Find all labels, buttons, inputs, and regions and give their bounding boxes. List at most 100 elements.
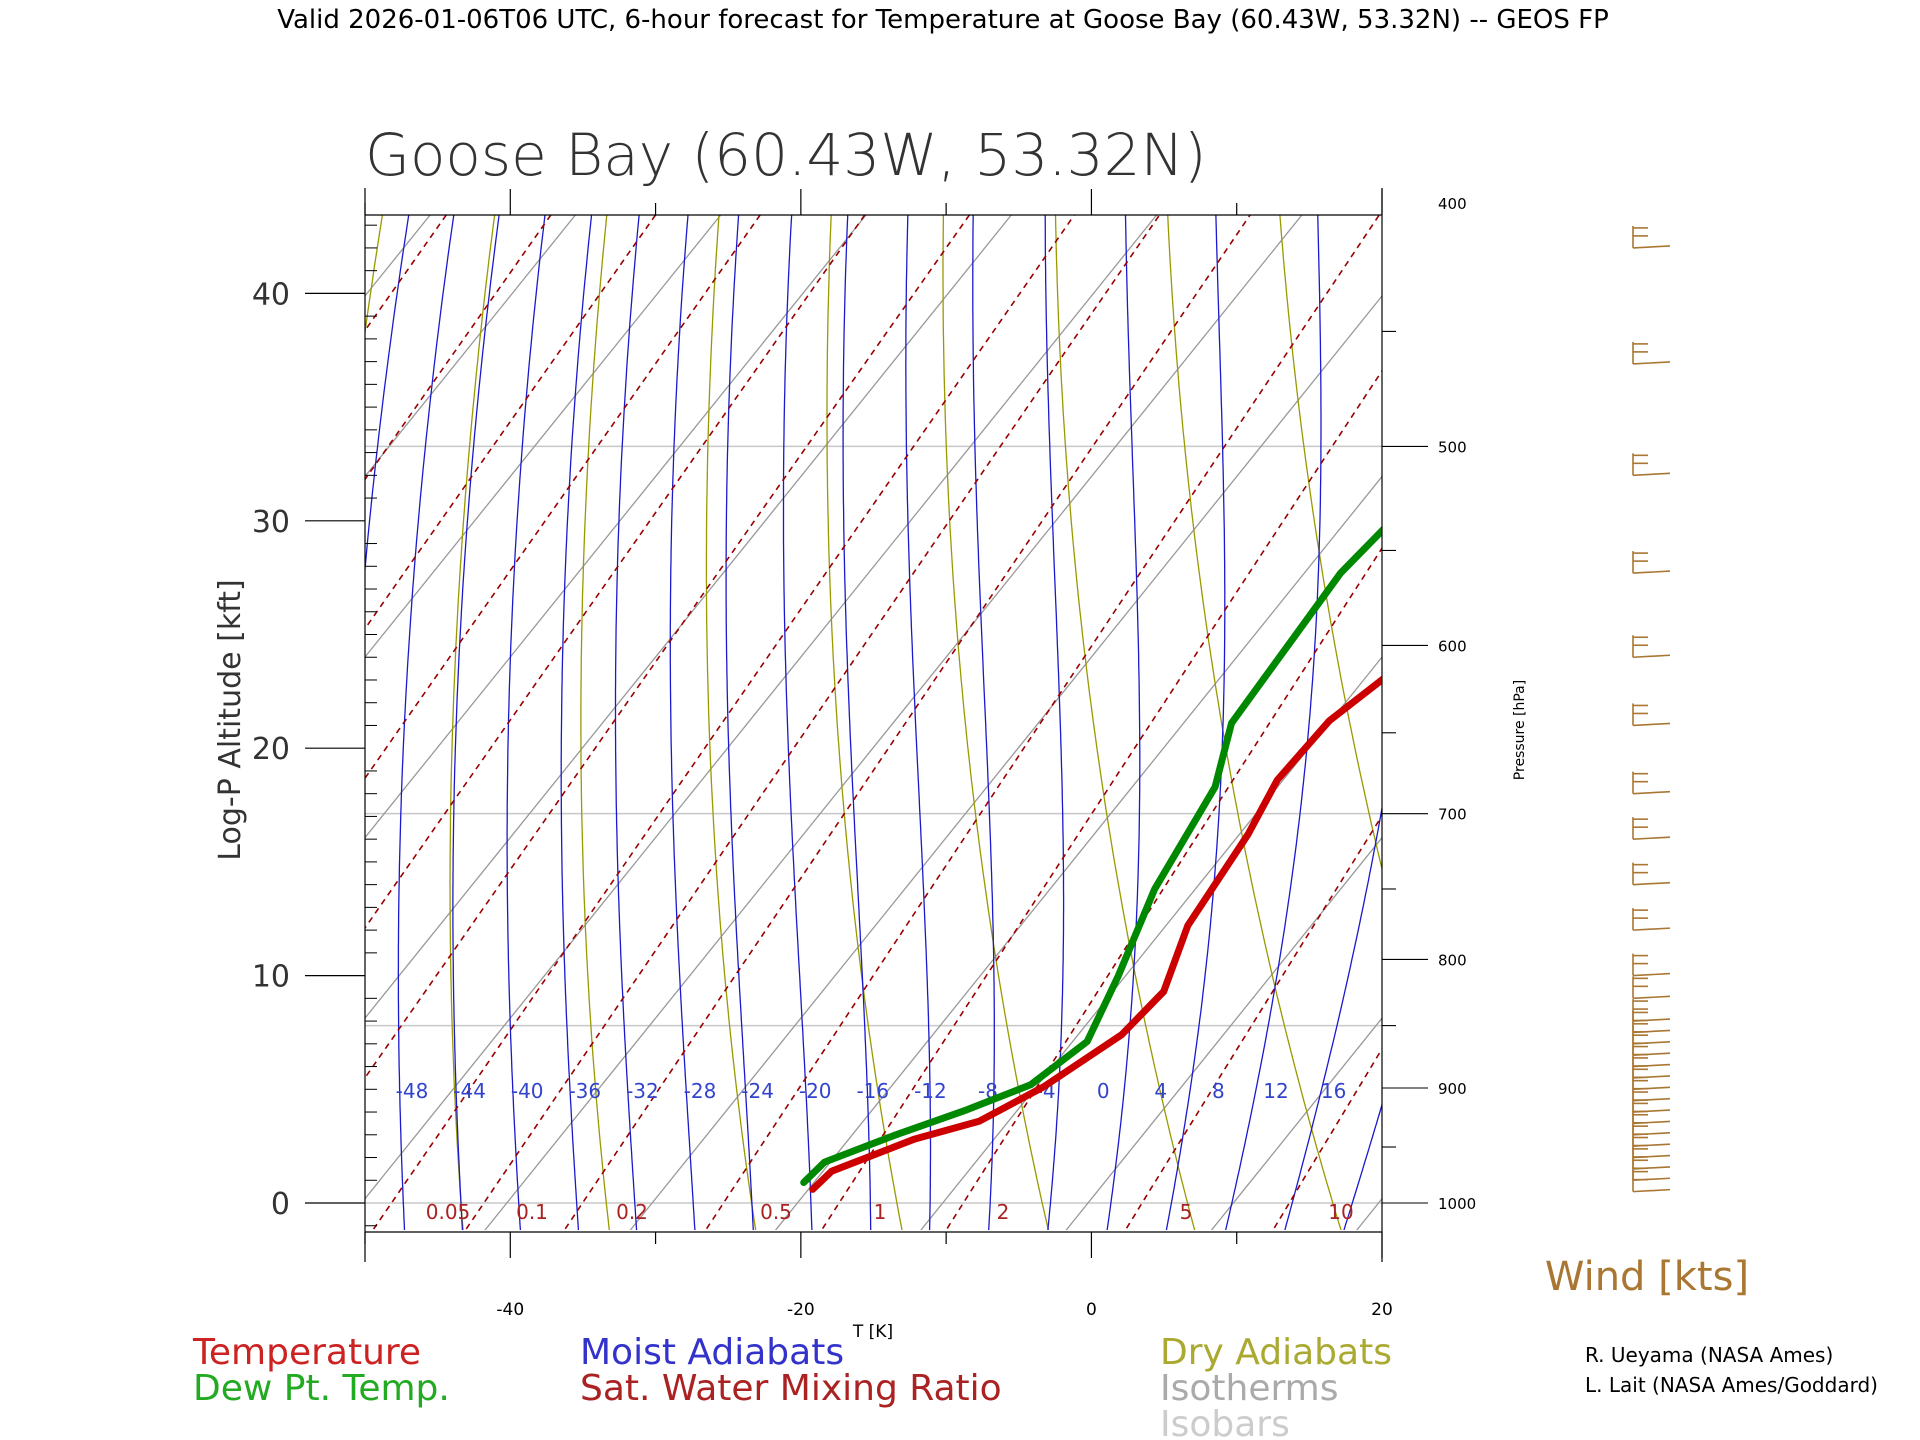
mixing-ratio-labels: 0.05 0.1 0.2 0.5 1 2 5 10 xyxy=(426,1200,1354,1224)
moist-adiabat xyxy=(1225,215,1322,1230)
wind-barb xyxy=(1632,771,1671,795)
wind-barb-shaft xyxy=(1632,790,1671,795)
wind-barb-shaft xyxy=(1632,927,1671,931)
pressure-tick-label: 500 xyxy=(1438,438,1467,456)
wind-barb-shaft xyxy=(1632,654,1671,659)
legend-dewpoint: Dew Pt. Temp. xyxy=(193,1368,450,1409)
dry-adiabat-lines xyxy=(23,157,1920,1249)
pressure-tick-label: 1000 xyxy=(1438,1195,1476,1213)
mixing-ratio-line xyxy=(563,215,1252,1230)
x-tick-label: -40 xyxy=(496,1300,524,1320)
axes xyxy=(364,188,1383,1262)
wind-barb-shaft xyxy=(1632,472,1671,477)
isotherm-line xyxy=(1487,180,1920,1249)
wind-barb xyxy=(1632,225,1671,249)
moist-adiabat-labels: -48 -44 -40 -36 -32 -28 -24 -20 -16 -12 -8 -4 0 4 8 12 1… xyxy=(396,1079,1347,1103)
legend-mixing: Sat. Water Mixing Ratio xyxy=(580,1368,1002,1409)
credit-2: L. Lait (NASA Ames/Goddard) xyxy=(1585,1373,1878,1397)
moist-adiabat xyxy=(1044,215,1065,1230)
temperature-line xyxy=(809,675,1382,1193)
wind-barb xyxy=(1632,862,1671,886)
moist-adiabat-label: -28 xyxy=(684,1079,717,1103)
moist-adiabat-label: -24 xyxy=(741,1079,774,1103)
mixing-ratio-line xyxy=(1416,0,1920,1256)
moist-adiabat xyxy=(560,215,593,1230)
dry-adiabat xyxy=(1279,215,1382,872)
y-tick-label: 30 xyxy=(252,505,290,540)
dry-adiabat xyxy=(365,215,384,338)
isotherm-line xyxy=(365,215,1158,1200)
moist-adiabat xyxy=(972,215,995,1230)
isotherm-line xyxy=(0,180,168,1249)
pressure-axis-label: Pressure [hPa] xyxy=(1512,680,1528,780)
moist-adiabat-lines xyxy=(365,0,1888,1256)
legend-temperature: Temperature xyxy=(192,1332,421,1373)
wind-barb xyxy=(1632,453,1671,477)
moist-adiabat xyxy=(1452,0,1888,1256)
wind-barb xyxy=(1632,1169,1671,1193)
moist-adiabat xyxy=(397,215,455,1230)
isotherm-line xyxy=(365,215,722,659)
mixing-ratio-label: 0.5 xyxy=(760,1200,792,1224)
moist-adiabat-label: 0 xyxy=(1097,1079,1110,1103)
legend-moist: Moist Adiabats xyxy=(580,1332,844,1373)
moist-adiabat xyxy=(1284,804,1382,1230)
header-text: Valid 2026-01-06T06 UTC, 6-hour forecast… xyxy=(277,5,1609,35)
moist-adiabat xyxy=(365,215,410,577)
wind-barb xyxy=(1632,999,1671,1022)
moist-adiabat-label: -36 xyxy=(568,1079,601,1103)
dry-adiabat xyxy=(1497,157,1788,1249)
isobar-lines xyxy=(365,445,1382,1204)
wind-barb-shaft xyxy=(1632,1188,1671,1193)
moist-adiabat-label: 4 xyxy=(1154,1079,1167,1103)
moist-adiabat xyxy=(1165,215,1226,1230)
pressure-tick-labels: 2003004005006007008009001000 xyxy=(1438,195,1476,1213)
mixing-ratio-line xyxy=(1585,0,1920,1256)
wind-barb xyxy=(1632,908,1671,931)
sounding-series xyxy=(800,525,1382,1193)
wind-barb xyxy=(1632,551,1671,574)
mixing-ratio-line xyxy=(1124,814,1382,1230)
isotherm-line xyxy=(1210,1017,1382,1230)
moist-adiabat xyxy=(842,215,872,1230)
mixing-ratio-line xyxy=(820,369,1382,1230)
legend-dry: Dry Adiabats xyxy=(1160,1332,1392,1373)
mixing-ratio-line xyxy=(1727,0,1920,1256)
mixing-ratio-label: 10 xyxy=(1328,1200,1353,1224)
wind-barbs xyxy=(1632,225,1671,1193)
isotherm-line xyxy=(1356,1197,1382,1230)
dry-adiabat xyxy=(1167,215,1342,1230)
legend-isotherms: Isotherms xyxy=(1160,1368,1338,1409)
moist-adiabat-label: -12 xyxy=(914,1079,947,1103)
isotherm-line xyxy=(365,215,1013,1020)
wind-barb-shaft xyxy=(1632,722,1671,727)
pressure-tick-label: 400 xyxy=(1438,195,1467,213)
legend: Temperature Dew Pt. Temp. Moist Adiabats… xyxy=(192,1332,1392,1440)
dry-adiabat xyxy=(826,215,903,1230)
isotherm-line xyxy=(484,215,1303,1230)
dry-adiabat xyxy=(942,215,1050,1230)
isotherm-line xyxy=(1633,180,1920,1249)
y-tick-label: 10 xyxy=(252,960,290,995)
moist-adiabat-label: -40 xyxy=(511,1079,544,1103)
wind-barb xyxy=(1632,953,1671,977)
dry-adiabat xyxy=(1607,157,1920,1249)
moist-adiabat xyxy=(614,215,640,1230)
moist-adiabat-label: -16 xyxy=(856,1079,889,1103)
wind-barb-shaft xyxy=(1632,972,1671,977)
moist-adiabat-label: -44 xyxy=(453,1079,486,1103)
moist-adiabat-label: -20 xyxy=(799,1079,832,1103)
y-tick-label: 40 xyxy=(252,277,290,312)
x-tick-label: -20 xyxy=(787,1300,815,1320)
mixing-ratio-label: 1 xyxy=(874,1200,887,1224)
pressure-tick-label: 600 xyxy=(1438,637,1467,655)
isotherm-line xyxy=(0,180,313,1249)
dry-adiabat xyxy=(23,157,171,1249)
moist-adiabat xyxy=(725,215,754,1230)
wind-barb xyxy=(1632,976,1671,1000)
x-tick-label: 0 xyxy=(1086,1300,1097,1320)
moist-adiabat xyxy=(1394,0,1713,1256)
wind-barb-shaft xyxy=(1632,881,1671,886)
dry-adiabat xyxy=(1054,215,1196,1230)
y-tick-label: 0 xyxy=(271,1187,290,1222)
